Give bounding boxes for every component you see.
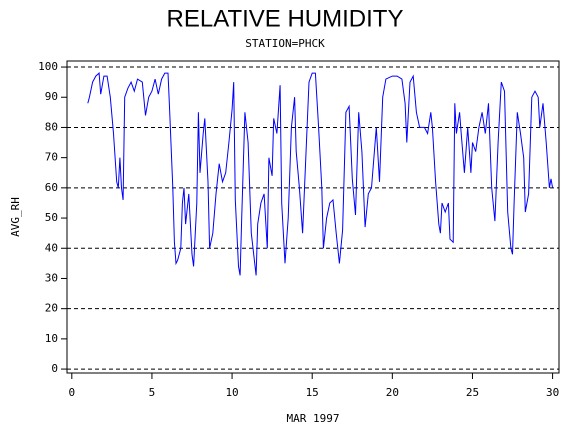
chart-subtitle: STATION=PHCK xyxy=(245,37,325,50)
x-tick-label: 20 xyxy=(386,386,399,399)
y-tick-label: 10 xyxy=(45,332,58,345)
x-tick-label: 15 xyxy=(306,386,319,399)
x-tick-label: 0 xyxy=(68,386,75,399)
plot-frame xyxy=(66,60,560,374)
y-tick-label: 50 xyxy=(45,211,58,224)
chart-title: RELATIVE HUMIDITY xyxy=(167,5,404,32)
y-tick-label: 100 xyxy=(38,60,58,73)
data-line xyxy=(87,72,554,276)
y-tick-label: 90 xyxy=(45,90,58,103)
y-axis-label: AVG_RH xyxy=(9,197,22,237)
y-tick-label: 30 xyxy=(45,271,58,284)
x-axis-label: MAR 1997 xyxy=(287,412,340,425)
y-tick-label: 70 xyxy=(45,151,58,164)
y-tick-label: 40 xyxy=(45,241,58,254)
y-tick-label: 0 xyxy=(51,362,58,375)
y-tick-label: 60 xyxy=(45,181,58,194)
x-tick-label: 25 xyxy=(466,386,479,399)
y-tick-label: 80 xyxy=(45,120,58,133)
x-tick-label: 10 xyxy=(225,386,238,399)
x-tick-label: 30 xyxy=(546,386,559,399)
x-tick-label: 5 xyxy=(149,386,156,399)
y-tick-label: 20 xyxy=(45,302,58,315)
